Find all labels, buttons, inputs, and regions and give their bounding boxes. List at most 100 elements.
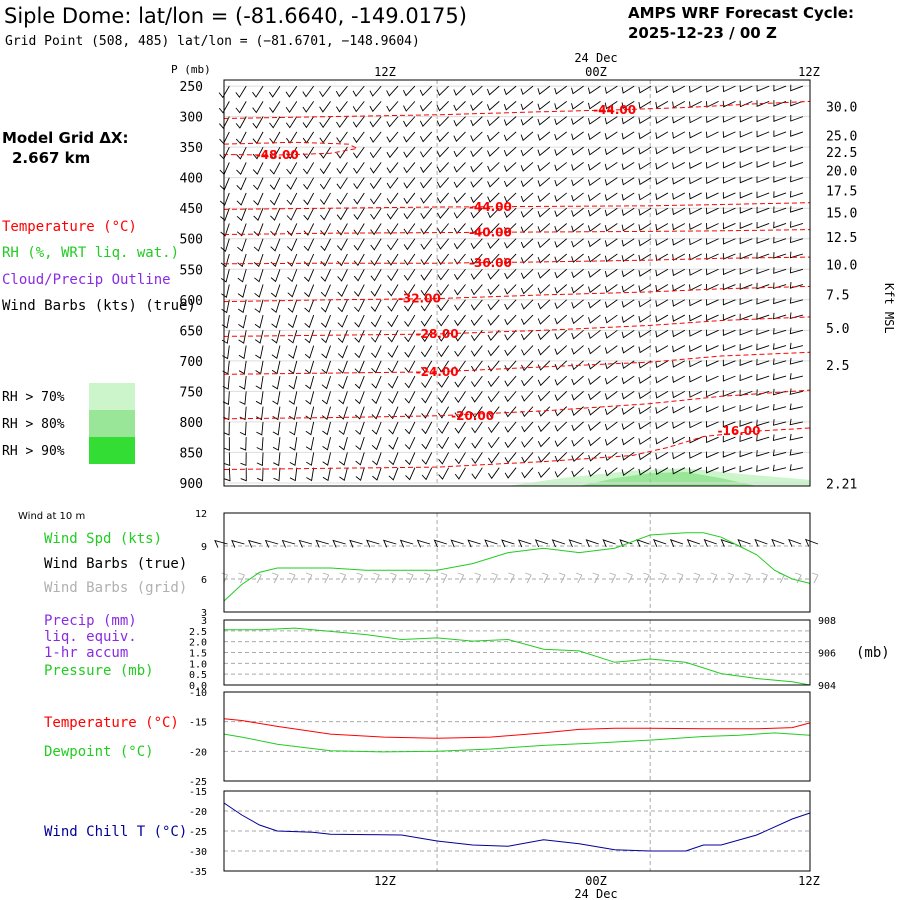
upper-air-wind-barb (254, 330, 264, 344)
upper-air-wind-barb (503, 131, 517, 142)
surface-wind-barb-true (568, 539, 582, 548)
upper-air-wind-barb (672, 299, 686, 307)
upper-air-wind-barb (454, 299, 466, 311)
temperature-contour-label: -36.00 (469, 256, 512, 270)
upper-air-wind-barb (638, 223, 652, 232)
upper-air-wind-barb (773, 267, 787, 274)
upper-air-wind-barb (722, 161, 736, 169)
wind-chill-label: Wind Chill T (°C) (44, 824, 187, 840)
upper-air-wind-barb (756, 145, 770, 153)
y-tick-label: -15 (189, 718, 207, 729)
upper-air-wind-barb (403, 223, 416, 235)
upper-air-wind-barb (487, 299, 500, 311)
legend-temperature: Temperature (°C) (2, 219, 137, 235)
upper-air-wind-barb (789, 327, 804, 335)
upper-air-wind-barb (604, 467, 618, 477)
upper-air-wind-barb (503, 162, 517, 172)
upper-air-wind-barb (402, 85, 416, 97)
upper-air-wind-barb (221, 299, 230, 314)
upper-air-wind-barb (571, 406, 584, 416)
upper-air-wind-barb (739, 465, 753, 473)
upper-air-wind-barb (756, 465, 770, 472)
upper-air-wind-barb (419, 116, 433, 127)
upper-air-wind-barb (419, 85, 433, 97)
upper-air-wind-barb (638, 192, 652, 201)
wind-panel-frame (223, 512, 811, 613)
upper-air-wind-barb (722, 435, 736, 443)
upper-air-wind-barb (256, 452, 264, 467)
upper-air-wind-barb (705, 283, 719, 291)
upper-air-wind-barb (305, 437, 315, 451)
upper-air-wind-barb (369, 177, 382, 190)
upper-air-wind-barb (638, 390, 652, 400)
upper-air-wind-barb (638, 375, 652, 384)
height-tick-label: 15.0 (826, 206, 857, 221)
upper-air-wind-barb (638, 116, 652, 125)
upper-air-wind-barb (320, 223, 331, 236)
upper-air-wind-barb (571, 421, 584, 432)
upper-air-wind-barb (470, 116, 483, 127)
upper-air-wind-barb (223, 452, 231, 467)
upper-air-wind-barb (269, 116, 281, 129)
upper-air-wind-barb (386, 207, 399, 220)
upper-air-wind-barb (371, 345, 382, 359)
upper-air-wind-barb (487, 360, 500, 372)
height-tick-label: 7.5 (826, 288, 849, 303)
upper-air-wind-barb (689, 375, 702, 383)
upper-air-wind-barb (354, 375, 365, 389)
upper-air-wind-barb (537, 253, 551, 264)
temperature-contour-label: -48.00 (256, 148, 299, 162)
upper-air-wind-barb (288, 391, 298, 405)
upper-air-wind-barb (604, 436, 618, 446)
upper-air-wind-barb (773, 191, 787, 198)
upper-air-wind-barb (621, 100, 635, 110)
upper-air-wind-barb (655, 146, 669, 155)
upper-air-wind-barb (253, 208, 264, 221)
surface-wind-barb-true (754, 538, 768, 547)
upper-air-wind-barb (253, 223, 264, 237)
upper-air-wind-barb (604, 406, 618, 416)
upper-air-wind-barb (320, 207, 331, 221)
upper-air-wind-barb (387, 299, 399, 312)
surface-wind-barb-grid (643, 572, 650, 584)
upper-air-wind-barb (421, 467, 433, 481)
upper-air-wind-barb (638, 345, 652, 354)
upper-air-wind-barb (371, 391, 382, 405)
upper-air-wind-barb (386, 162, 399, 174)
upper-air-wind-barb (269, 192, 281, 206)
upper-air-wind-barb (739, 435, 753, 443)
upper-air-wind-barb (655, 223, 669, 231)
upper-air-wind-barb (221, 284, 230, 298)
upper-air-wind-barb (254, 314, 264, 329)
upper-air-wind-barb (470, 299, 483, 311)
upper-air-wind-barb (454, 421, 466, 434)
upper-air-wind-barb (638, 146, 652, 155)
upper-air-wind-barb (322, 467, 331, 482)
upper-air-wind-barb (354, 330, 365, 343)
surface-wind-barb-grid (676, 572, 684, 584)
upper-air-wind-barb (353, 192, 365, 205)
upper-air-wind-barb (621, 390, 635, 400)
upper-air-wind-barb (554, 467, 568, 478)
temperature-contour-label: -44.00 (593, 103, 636, 117)
upper-air-wind-barb (386, 101, 399, 112)
upper-air-wind-barb (655, 375, 669, 384)
grid-point-subtitle: Grid Point (508, 485) lat/lon = (−81.670… (5, 34, 420, 49)
upper-air-wind-barb (739, 268, 753, 275)
upper-air-wind-barb (739, 130, 753, 138)
upper-air-wind-barb (487, 116, 500, 127)
upper-air-wind-barb (773, 84, 787, 92)
upper-air-wind-barb (370, 223, 382, 236)
upper-air-wind-barb (237, 299, 247, 314)
upper-air-wind-barb (604, 452, 618, 462)
upper-air-wind-barb (672, 314, 686, 322)
upper-air-wind-barb (739, 222, 753, 229)
upper-air-wind-barb (503, 192, 517, 203)
temperature-contour-label: -20.00 (451, 409, 494, 423)
upper-air-wind-barb (537, 207, 551, 218)
upper-air-wind-barb (722, 374, 736, 382)
upper-air-wind-barb (320, 314, 331, 328)
upper-air-wind-barb (471, 360, 483, 372)
upper-air-wind-barb (354, 299, 365, 313)
